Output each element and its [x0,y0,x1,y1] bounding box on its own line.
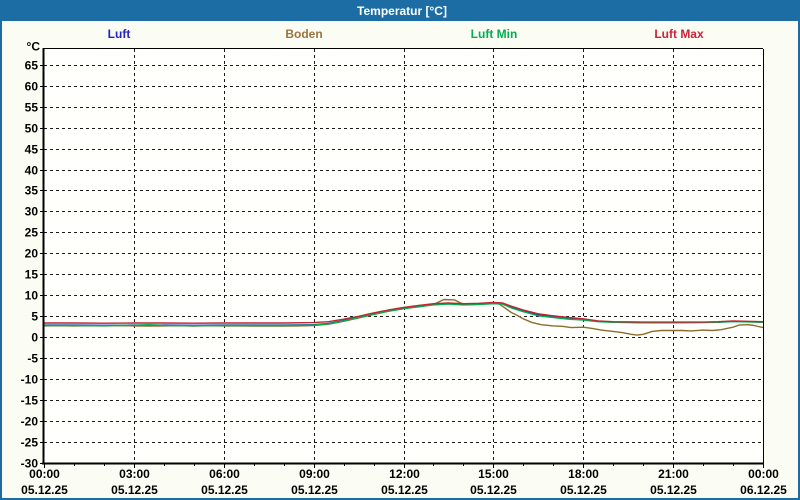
x-tick-time-label: 00:00 [748,467,779,481]
x-tick-time-label: 00:00 [29,467,60,481]
legend-item-boden: Boden [285,27,323,41]
x-tick-date-label: 05.12.25 [201,483,248,497]
y-tick-label: 30 [25,205,39,219]
series-lines [43,298,764,336]
plot-background [44,49,763,463]
y-tick-label: -30 [21,457,39,471]
y-tick-label: -15 [21,394,39,408]
window-title: Temperatur [°C] [357,3,447,18]
x-tick-date-label: 05.12.25 [111,483,158,497]
series-line-luft-max [44,301,764,324]
legend-item-luft-min: Luft Min [470,27,518,41]
y-tick-label: 60 [25,80,39,94]
x-tick-time-label: 03:00 [119,467,150,481]
legend-item-luft: Luft [107,27,131,41]
y-tick-label: 15 [25,268,39,282]
legend-item-luft-max: Luft Max [654,27,704,41]
chart-legend: Luft Boden Luft Min Luft Max [2,23,798,47]
x-tick-date-label: 05.12.25 [21,483,68,497]
y-tick-label: 10 [25,289,39,303]
y-tick-label: 5 [31,310,38,324]
y-tick-label: 20 [25,247,39,261]
y-axis-unit-label: °C [27,40,41,54]
y-tick-label: 65 [25,59,39,73]
x-tick-date-label: 05.12.25 [470,483,517,497]
x-tick-date-label: 05.12.25 [291,483,338,497]
y-tick-label: -10 [21,373,39,387]
y-tick-label: 50 [25,122,39,136]
window-titlebar: Temperatur [°C] [2,2,798,21]
x-grid-and-labels: 00:00 05.12.25 03:00 05.12.25 06:00 05.12.25 0… [21,49,787,497]
x-tick-time-label: 09:00 [299,467,330,481]
x-tick-date-label: 05.12.25 [560,483,607,497]
y-tick-label: 45 [25,143,39,157]
y-tick-label: -5 [27,352,38,366]
x-tick-time-label: 18:00 [568,467,599,481]
x-tick-time-label: 06:00 [209,467,240,481]
y-tick-label: 35 [25,184,39,198]
x-tick-time-label: 12:00 [389,467,420,481]
y-tick-label: 0 [31,331,38,345]
x-tick-time-label: 21:00 [658,467,689,481]
y-tick-label: 55 [25,101,39,115]
y-tick-label: -20 [21,415,39,429]
y-tick-label: -25 [21,436,39,450]
y-grid-and-labels: °C65605550454035302520151050-5-10-15-20-… [21,40,763,471]
x-tick-time-label: 15:00 [478,467,509,481]
x-tick-date-label: 05.12.25 [650,483,697,497]
y-tick-label: 40 [25,164,39,178]
x-tick-date-label: 05.12.25 [381,483,428,497]
x-tick-date-label: 06.12.25 [740,483,787,497]
y-tick-label: 25 [25,226,39,240]
